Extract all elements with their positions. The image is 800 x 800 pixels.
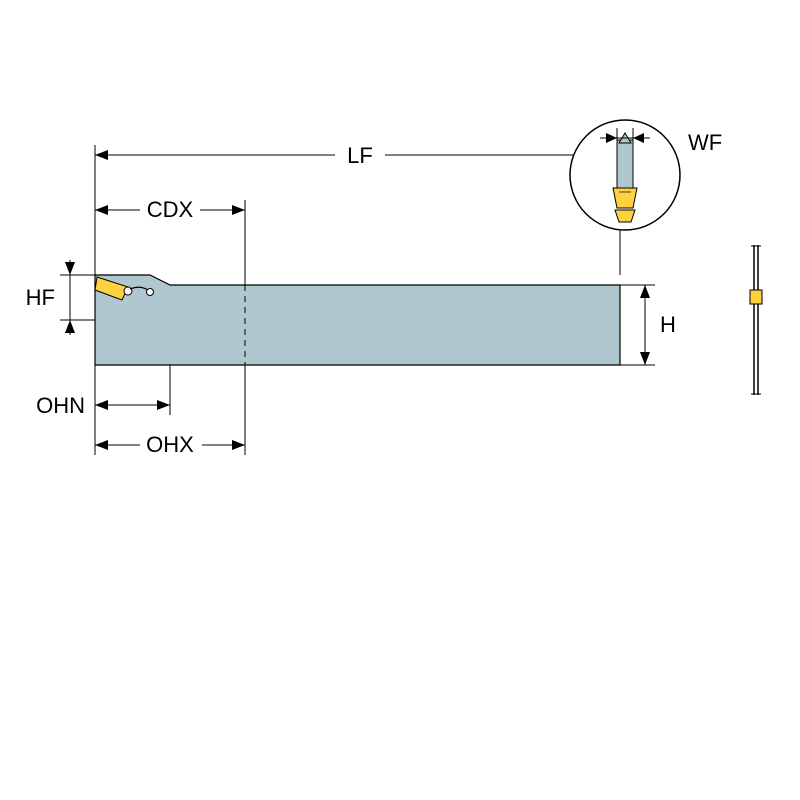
label-cdx: CDX xyxy=(147,197,194,222)
label-wf: WF xyxy=(688,130,722,155)
label-h: H xyxy=(660,312,676,337)
dimension-hf: HF xyxy=(26,260,95,335)
dimension-h: H xyxy=(620,285,676,365)
dimension-cdx: CDX xyxy=(95,196,245,285)
detail-wf: WF xyxy=(570,120,722,230)
tool-body xyxy=(95,275,620,365)
label-hf: HF xyxy=(26,285,55,310)
label-ohn: OHN xyxy=(36,393,85,418)
label-lf: LF xyxy=(347,143,373,168)
label-ohx: OHX xyxy=(146,432,194,457)
technical-diagram: LF CDX HF H OHN xyxy=(0,0,800,800)
side-view xyxy=(750,245,762,395)
